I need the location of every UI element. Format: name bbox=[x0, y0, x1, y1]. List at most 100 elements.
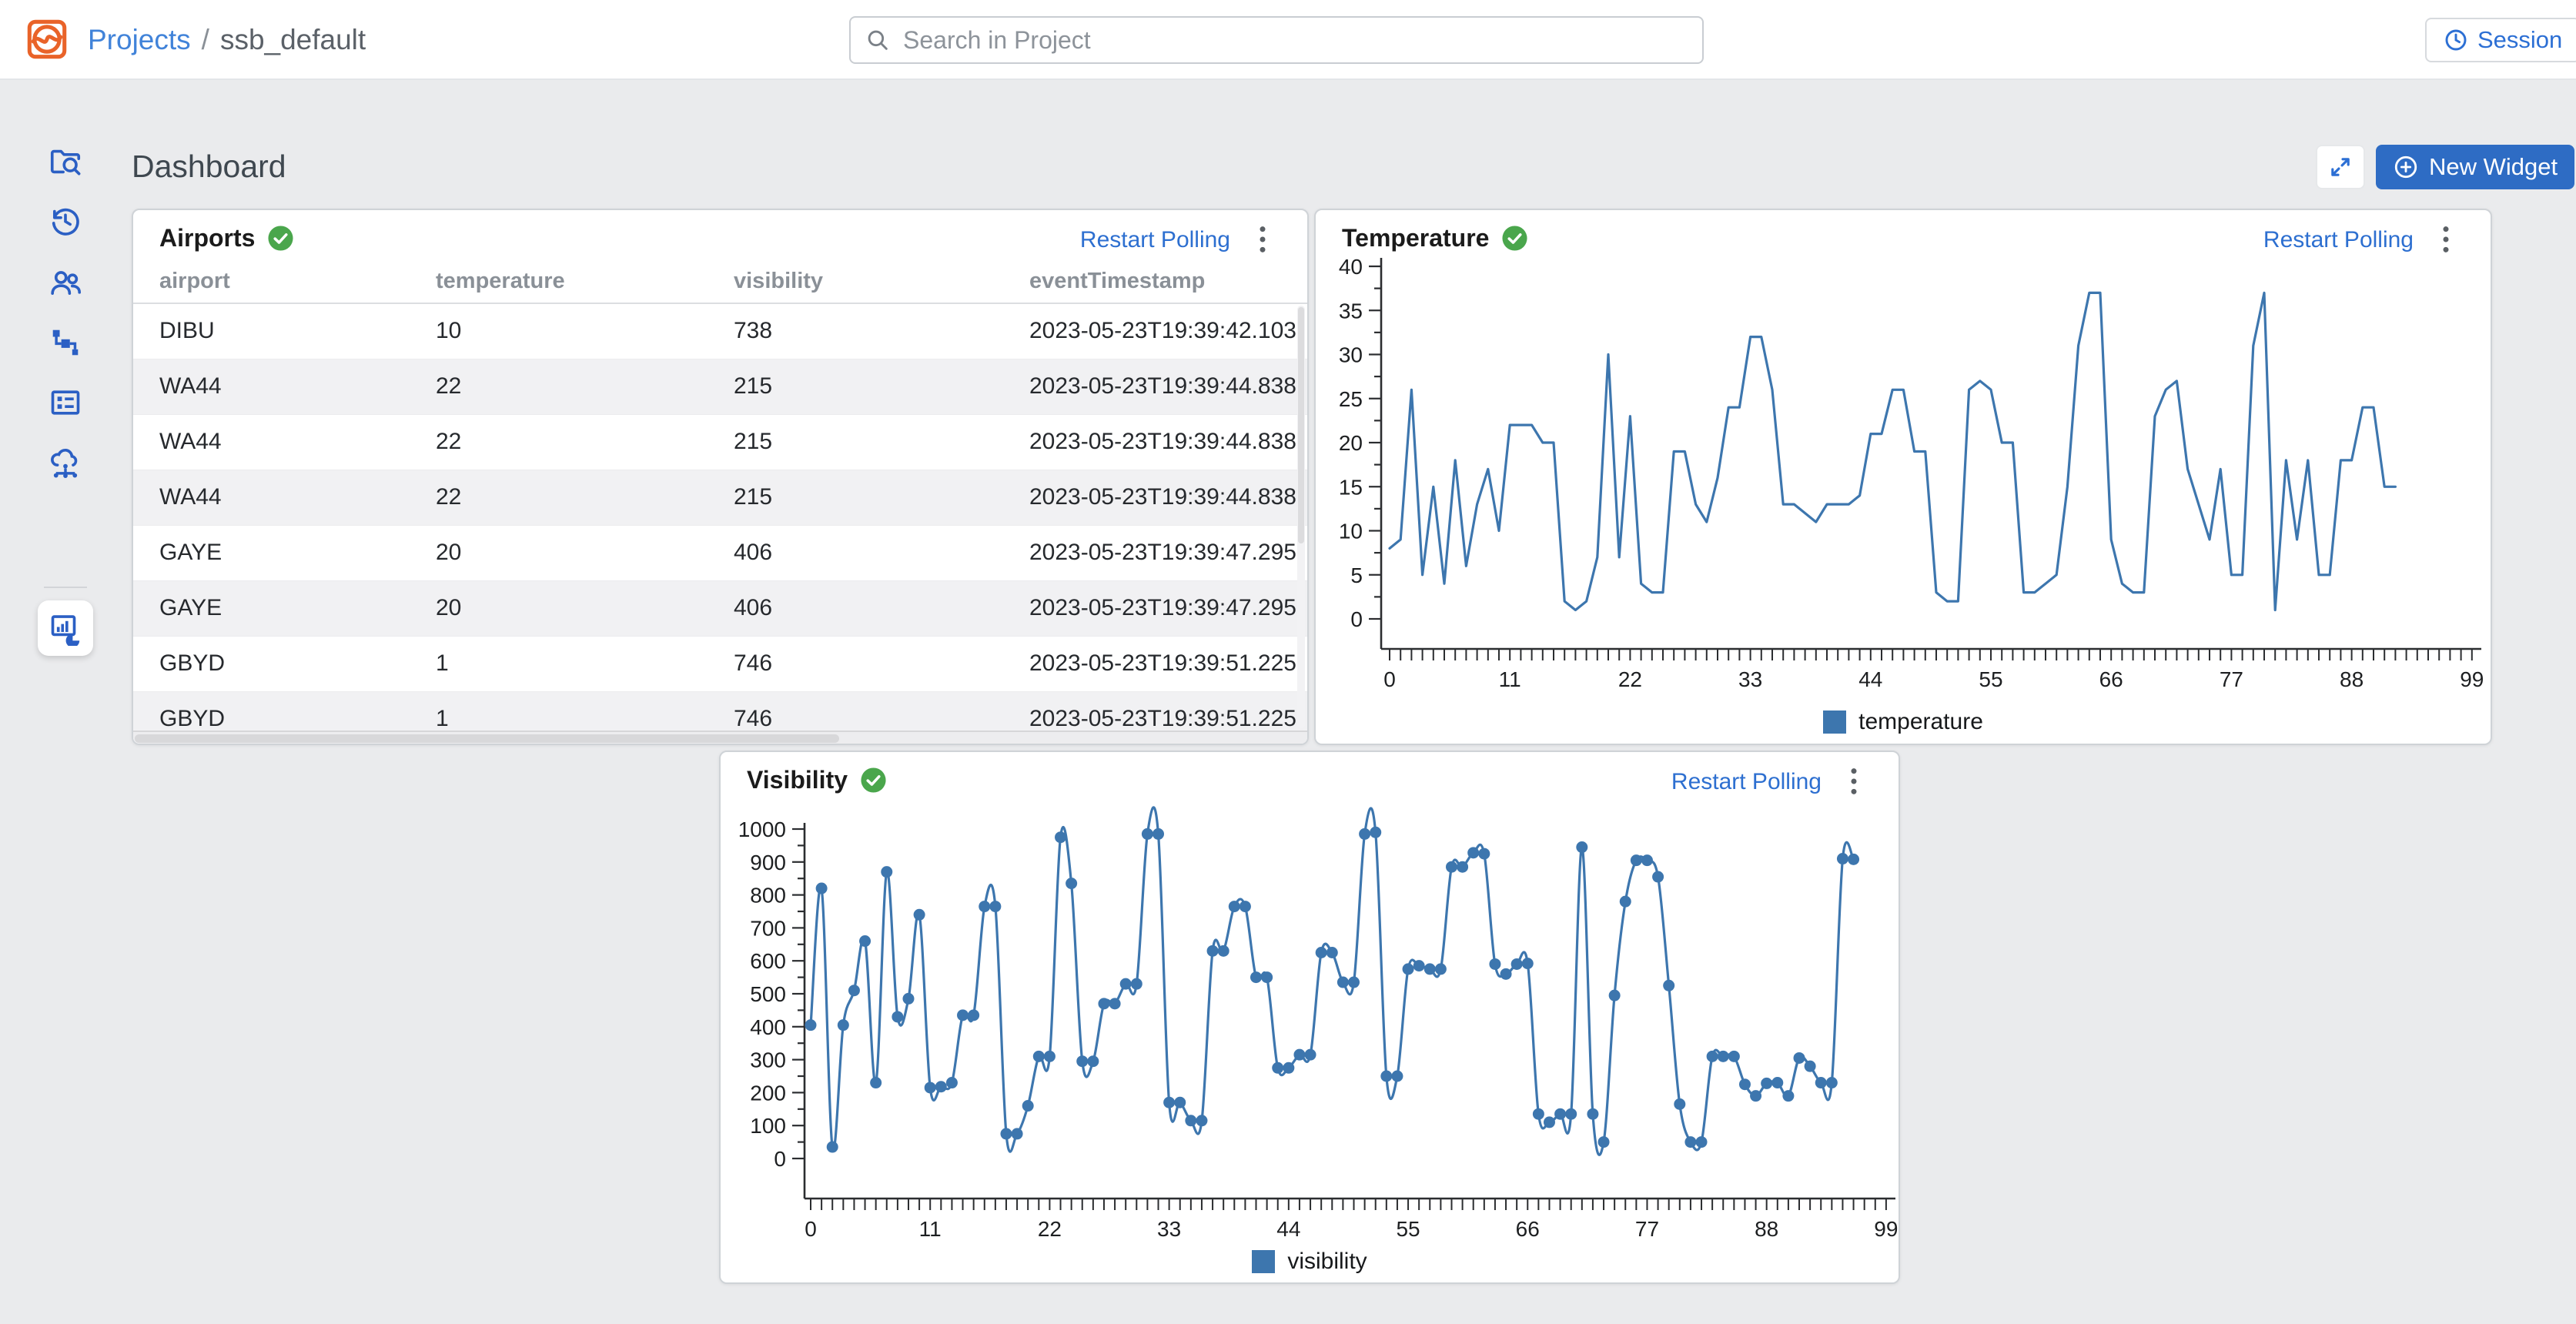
sidebar-item-forms[interactable] bbox=[33, 378, 98, 427]
svg-text:99: 99 bbox=[1874, 1217, 1898, 1241]
clock-icon bbox=[2445, 29, 2467, 51]
column-header-airport: airport bbox=[159, 269, 230, 293]
sidebar-item-monitoring[interactable] bbox=[38, 600, 93, 656]
breadcrumb-projects-link[interactable]: Projects bbox=[88, 24, 191, 55]
table-cell: 215 bbox=[734, 429, 773, 454]
table-cell: 20 bbox=[436, 595, 462, 620]
svg-text:1000: 1000 bbox=[738, 817, 786, 841]
airports-card-header: Airports Restart Polling bbox=[133, 210, 1307, 259]
search-icon bbox=[868, 30, 888, 50]
sidebar-item-cluster[interactable] bbox=[33, 440, 98, 489]
table-cell: GBYD bbox=[159, 706, 226, 731]
airports-horizontal-scrollbar[interactable] bbox=[133, 731, 1307, 744]
svg-text:5: 5 bbox=[1350, 563, 1363, 587]
widget-airports: Airports Restart Polling airport temperat… bbox=[132, 209, 1309, 745]
table-row: GAYE 20 406 2023-05-23T19:39:47.295 bbox=[133, 526, 1307, 581]
svg-text:600: 600 bbox=[750, 949, 786, 973]
svg-text:66: 66 bbox=[1516, 1217, 1540, 1241]
svg-text:200: 200 bbox=[750, 1081, 786, 1105]
table-cell: 2023-05-23T19:39:44.838 bbox=[1029, 484, 1296, 510]
svg-text:11: 11 bbox=[919, 1217, 942, 1241]
check-circle-icon bbox=[861, 767, 886, 793]
svg-text:500: 500 bbox=[750, 982, 786, 1006]
monitoring-icon bbox=[51, 615, 80, 646]
table-cell: 22 bbox=[436, 373, 462, 399]
temperature-menu-button[interactable] bbox=[2430, 222, 2461, 256]
table-row: WA44 22 215 2023-05-23T19:39:44.838 bbox=[133, 359, 1307, 415]
airports-menu-button[interactable] bbox=[1247, 222, 1278, 256]
kebab-icon bbox=[1851, 768, 1857, 794]
svg-text:300: 300 bbox=[750, 1048, 786, 1072]
top-header: Projects / ssb_default Session bbox=[0, 0, 2576, 80]
table-cell: GAYE bbox=[159, 540, 222, 565]
svg-text:11: 11 bbox=[1499, 667, 1521, 691]
search-input[interactable] bbox=[902, 25, 1688, 55]
sidebar-divider bbox=[44, 587, 87, 588]
table-cell: 2023-05-23T19:39:51.225 bbox=[1029, 650, 1296, 676]
visibility-legend[interactable]: visibility bbox=[721, 1249, 1899, 1275]
svg-text:400: 400 bbox=[750, 1015, 786, 1039]
temperature-card-header: Temperature Restart Polling bbox=[1316, 210, 2491, 259]
table-cell: 10 bbox=[436, 318, 462, 343]
temperature-title: Temperature bbox=[1342, 224, 1490, 252]
sidebar-item-data-flow[interactable] bbox=[33, 318, 98, 367]
sidebar bbox=[0, 80, 100, 1324]
table-cell: 738 bbox=[734, 318, 773, 343]
svg-text:55: 55 bbox=[1979, 667, 2002, 691]
airports-vertical-scrollbar[interactable] bbox=[1297, 306, 1305, 728]
breadcrumb: Projects / ssb_default bbox=[88, 0, 366, 80]
svg-text:900: 900 bbox=[750, 851, 786, 874]
svg-text:100: 100 bbox=[750, 1114, 786, 1138]
ssb-logo-icon[interactable] bbox=[25, 17, 69, 62]
table-cell: 22 bbox=[436, 484, 462, 510]
svg-text:35: 35 bbox=[1339, 299, 1363, 323]
temperature-legend[interactable]: temperature bbox=[1316, 709, 2491, 735]
airports-restart-polling-link[interactable]: Restart Polling bbox=[1079, 227, 1230, 252]
svg-text:22: 22 bbox=[1038, 1217, 1062, 1241]
svg-text:0: 0 bbox=[805, 1217, 817, 1241]
kebab-icon bbox=[2443, 226, 2449, 252]
session-button[interactable]: Session bbox=[2425, 18, 2576, 62]
table-cell: GBYD bbox=[159, 650, 226, 676]
svg-text:33: 33 bbox=[1738, 667, 1762, 691]
table-cell: 22 bbox=[436, 429, 462, 454]
page-title: Dashboard bbox=[132, 149, 286, 184]
svg-text:88: 88 bbox=[1755, 1217, 1778, 1241]
svg-text:0: 0 bbox=[1383, 667, 1396, 691]
data-flow-icon bbox=[52, 329, 79, 356]
visibility-title: Visibility bbox=[747, 766, 848, 794]
temperature-restart-polling-link[interactable]: Restart Polling bbox=[2263, 227, 2414, 252]
new-widget-button[interactable]: New Widget bbox=[2376, 145, 2575, 189]
table-cell: 1 bbox=[436, 650, 449, 676]
users-icon bbox=[51, 271, 82, 296]
svg-text:33: 33 bbox=[1157, 1217, 1181, 1241]
project-explorer-icon bbox=[50, 149, 81, 176]
svg-text:10: 10 bbox=[1339, 520, 1363, 543]
column-header-eventTimestamp: eventTimestamp bbox=[1029, 269, 1206, 293]
sidebar-item-history[interactable] bbox=[33, 196, 98, 246]
expand-dashboard-button[interactable] bbox=[2316, 145, 2365, 189]
table-cell: WA44 bbox=[159, 484, 222, 510]
airports-table: airport temperature visibility eventTimesta… bbox=[133, 259, 1307, 744]
plus-circle-icon bbox=[2394, 155, 2417, 179]
visibility-restart-polling-link[interactable]: Restart Polling bbox=[1671, 769, 1822, 794]
visibility-line-chart: 0 100 200 300 400 500 600 700 800 900 1000 0 11 22 33 4… bbox=[738, 806, 1898, 1241]
table-cell: 746 bbox=[734, 650, 773, 676]
svg-text:30: 30 bbox=[1339, 343, 1363, 367]
table-cell: WA44 bbox=[159, 373, 222, 399]
visibility-legend-swatch bbox=[1252, 1250, 1276, 1273]
svg-text:0: 0 bbox=[1350, 607, 1363, 631]
sidebar-item-explorer[interactable] bbox=[33, 137, 98, 186]
table-cell: 2023-05-23T19:39:44.838 bbox=[1029, 429, 1296, 454]
svg-text:66: 66 bbox=[2099, 667, 2123, 691]
sidebar-item-users[interactable] bbox=[33, 258, 98, 307]
visibility-menu-button[interactable] bbox=[1838, 764, 1869, 798]
visibility-legend-label: visibility bbox=[1287, 1249, 1367, 1274]
breadcrumb-current-project: ssb_default bbox=[219, 24, 366, 55]
svg-text:44: 44 bbox=[1276, 1217, 1300, 1241]
breadcrumb-separator: / bbox=[201, 24, 209, 55]
temperature-line-chart: 0 5 10 15 20 25 30 35 40 0 11 22 33 44 55 66 77 88 99 bbox=[1339, 255, 2484, 691]
session-button-label: Session bbox=[2477, 26, 2563, 53]
table-cell: 2023-05-23T19:39:42.103 bbox=[1029, 318, 1296, 343]
